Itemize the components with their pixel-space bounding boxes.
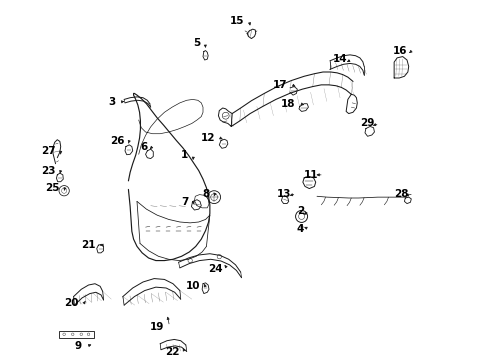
Text: 29: 29 — [360, 118, 374, 129]
Text: 5: 5 — [193, 38, 200, 48]
Text: 26: 26 — [110, 136, 124, 145]
Text: 28: 28 — [394, 189, 409, 199]
Text: 27: 27 — [41, 146, 55, 156]
Text: 25: 25 — [46, 183, 60, 193]
Text: 6: 6 — [140, 141, 147, 152]
Text: 12: 12 — [200, 133, 215, 143]
Text: 14: 14 — [332, 54, 347, 64]
Text: 10: 10 — [186, 281, 200, 291]
Text: 17: 17 — [272, 80, 287, 90]
Text: 18: 18 — [281, 99, 295, 109]
Text: 19: 19 — [150, 321, 165, 332]
Text: 1: 1 — [181, 150, 189, 160]
Text: 2: 2 — [297, 206, 304, 216]
Text: 20: 20 — [64, 298, 79, 309]
Text: 9: 9 — [74, 341, 81, 351]
Text: 22: 22 — [165, 347, 180, 357]
Text: 21: 21 — [81, 240, 96, 250]
Text: 24: 24 — [208, 264, 223, 274]
Text: 3: 3 — [108, 97, 116, 107]
Text: 16: 16 — [392, 46, 407, 55]
Text: 23: 23 — [41, 166, 55, 176]
Text: 15: 15 — [230, 17, 244, 26]
Text: 7: 7 — [181, 197, 189, 207]
Text: 4: 4 — [297, 224, 304, 234]
Text: 11: 11 — [304, 170, 319, 180]
Text: 8: 8 — [202, 189, 210, 199]
Text: 13: 13 — [277, 189, 291, 199]
